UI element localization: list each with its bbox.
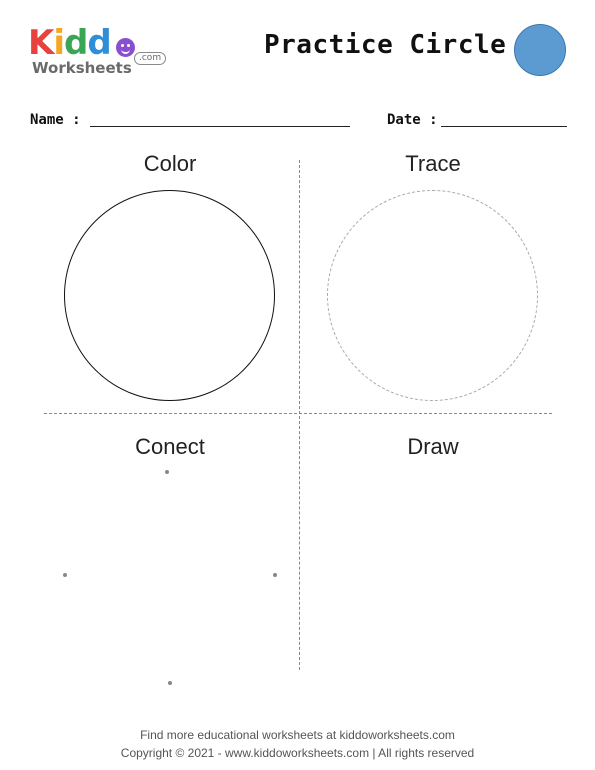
logo-letter: d (87, 23, 111, 63)
color-circle-outline[interactable] (64, 190, 275, 401)
section-title-connect: Conect (135, 434, 205, 459)
horizontal-divider (44, 413, 552, 414)
connect-dot-left[interactable] (63, 573, 67, 577)
connect-dot-top[interactable] (165, 470, 169, 474)
logo-smiley-o-icon (116, 38, 135, 57)
logo-subtitle: Worksheets (32, 59, 132, 77)
name-write-line[interactable] (90, 126, 350, 127)
trace-circle-dashed[interactable] (327, 190, 538, 401)
kiddo-worksheets-logo: Kidd Worksheets .com (28, 26, 168, 82)
connect-dot-right[interactable] (273, 573, 277, 577)
section-title-color: Color (143, 151, 197, 176)
vertical-divider (299, 160, 300, 670)
circle-shape-icon (514, 24, 566, 76)
section-title-trace: Trace (405, 151, 461, 176)
section-title-draw: Draw (407, 434, 459, 459)
date-write-line[interactable] (441, 126, 567, 127)
logo-letter: d (64, 23, 88, 63)
logo-letter: i (53, 23, 65, 63)
connect-dot-bottom[interactable] (168, 681, 172, 685)
name-label: Name : (30, 112, 81, 128)
logo-letter: K (28, 23, 54, 63)
footer-promo-text: Find more educational worksheets at kidd… (140, 728, 455, 742)
logo-wordmark: Kidd (28, 23, 112, 63)
logo-com-badge: .com (134, 52, 167, 65)
footer-copyright: Copyright © 2021 - www.kiddoworksheets.c… (120, 746, 475, 760)
page-title: Practice Circle (264, 30, 507, 60)
date-label: Date : (387, 112, 438, 128)
